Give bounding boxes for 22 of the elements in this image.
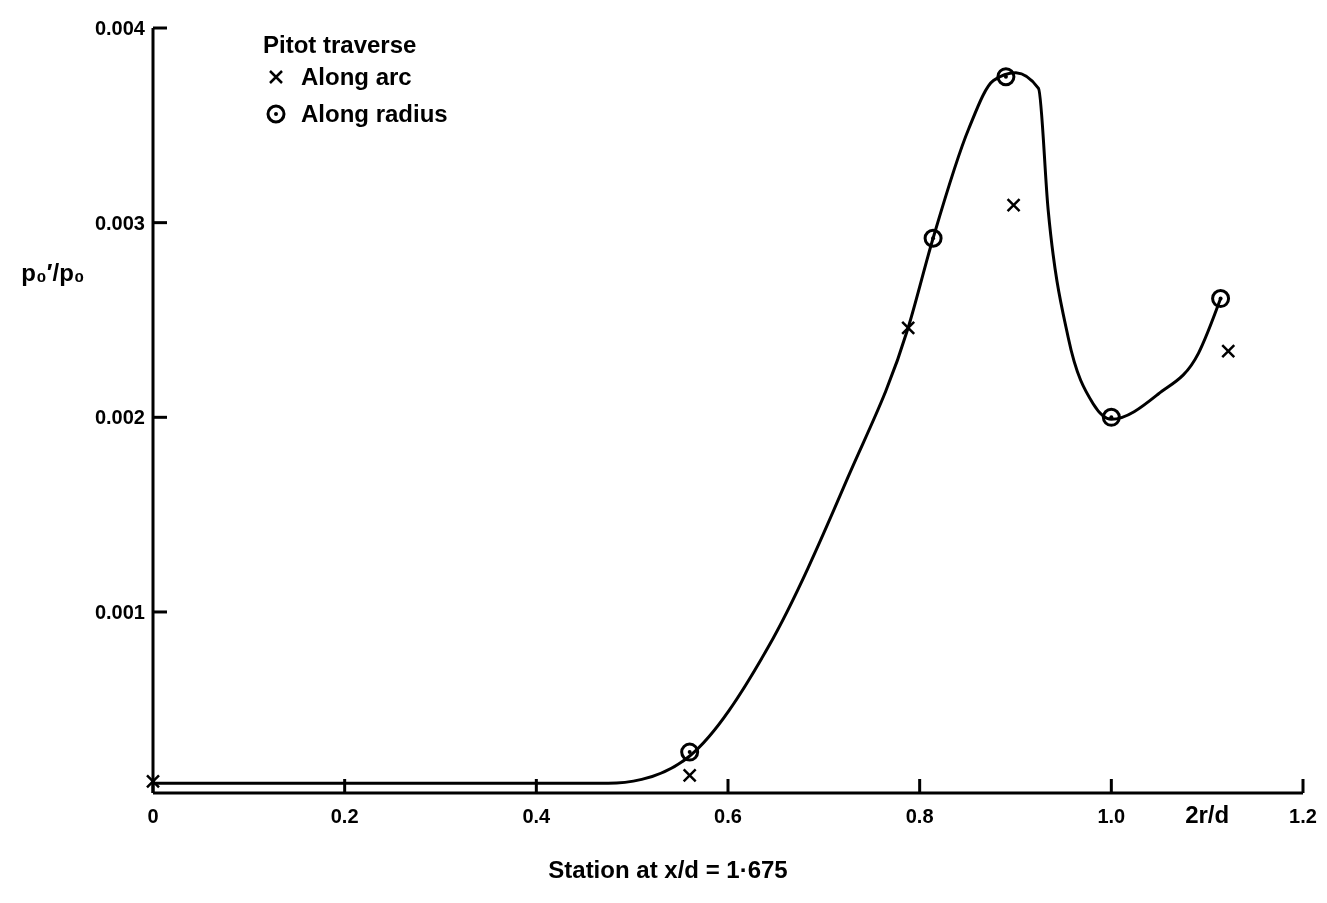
x-tick-label: 1.0	[1097, 805, 1126, 827]
legend-label: Along radius	[301, 100, 448, 128]
y-axis-title: p₀′/p₀	[21, 259, 85, 287]
x-tick-label: 0.8	[905, 805, 934, 827]
y-tick-label: 0.001	[94, 600, 145, 623]
y-tick-label: 0.004	[94, 17, 146, 39]
x-tick-label: 1.2	[1289, 805, 1317, 827]
text: 2r/d	[1185, 801, 1230, 828]
x-tick-label: 0.4	[522, 805, 552, 827]
legend-label: Along arc	[301, 63, 412, 91]
x-axis-title: Station at x/d = 1·675	[548, 856, 788, 883]
point	[900, 320, 916, 336]
x-tick-label: 0.6	[714, 805, 742, 827]
y-tick-label: 0.002	[94, 406, 145, 429]
point	[682, 768, 697, 783]
point	[1006, 197, 1021, 213]
x-tick-label: 0.2	[330, 805, 359, 827]
y-tick-label: 0.003	[94, 211, 145, 234]
x-tick-label: 0	[147, 805, 159, 827]
legend-title: Pitot traverse	[263, 31, 417, 58]
point	[145, 774, 161, 789]
point	[1221, 343, 1236, 359]
